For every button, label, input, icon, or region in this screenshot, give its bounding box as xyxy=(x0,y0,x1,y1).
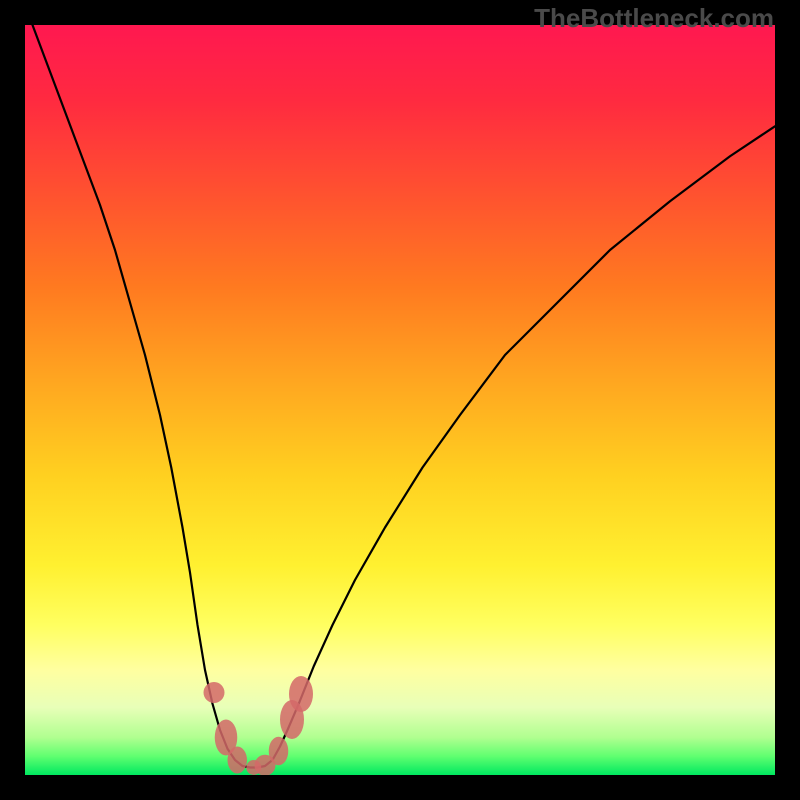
curve-marker xyxy=(204,682,225,703)
gradient-background xyxy=(25,25,775,775)
chart-svg xyxy=(0,0,800,800)
curve-marker xyxy=(269,737,289,766)
curve-marker xyxy=(289,676,313,712)
curve-marker xyxy=(228,747,248,774)
chart-frame: TheBottleneck.com xyxy=(0,0,800,800)
watermark-text: TheBottleneck.com xyxy=(534,3,774,34)
